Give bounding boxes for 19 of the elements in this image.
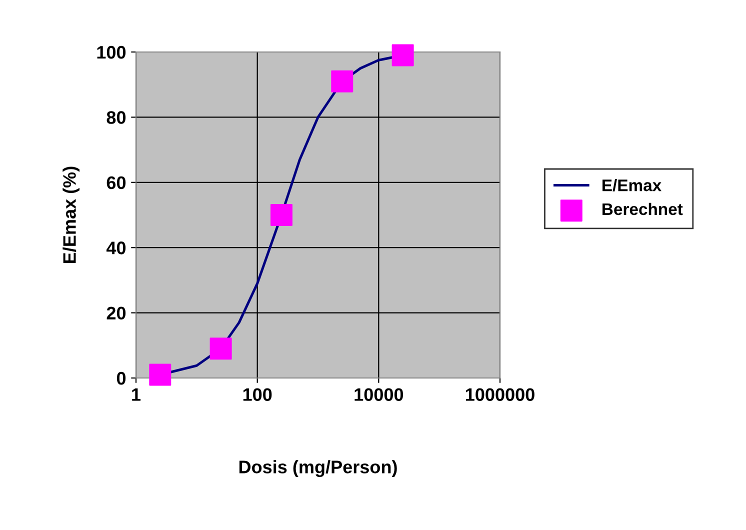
y-tick-label: 80 <box>106 111 126 124</box>
legend-label: E/Emax <box>602 178 662 192</box>
point <box>149 364 172 386</box>
point <box>210 338 232 360</box>
y-tick-label: 0 <box>116 372 126 385</box>
y-tick-label: 100 <box>97 46 126 59</box>
x-tick-label: 1 <box>132 388 141 401</box>
point <box>392 44 414 66</box>
x-tick-label: 100 <box>243 388 272 401</box>
x-tick-label: 10000 <box>354 388 404 401</box>
x-tick-label: 1000000 <box>466 388 534 401</box>
legend-label: Berechnet <box>602 202 683 216</box>
y-tick-label: 40 <box>106 242 126 254</box>
point <box>331 70 354 92</box>
y-tick-label: 20 <box>106 306 126 320</box>
y-tick-label: 60 <box>106 176 126 190</box>
point <box>270 204 292 226</box>
y-axis-title: E/Emax (%) <box>62 166 80 263</box>
x-axis-title: Dosis (mg/Person) <box>239 460 397 478</box>
